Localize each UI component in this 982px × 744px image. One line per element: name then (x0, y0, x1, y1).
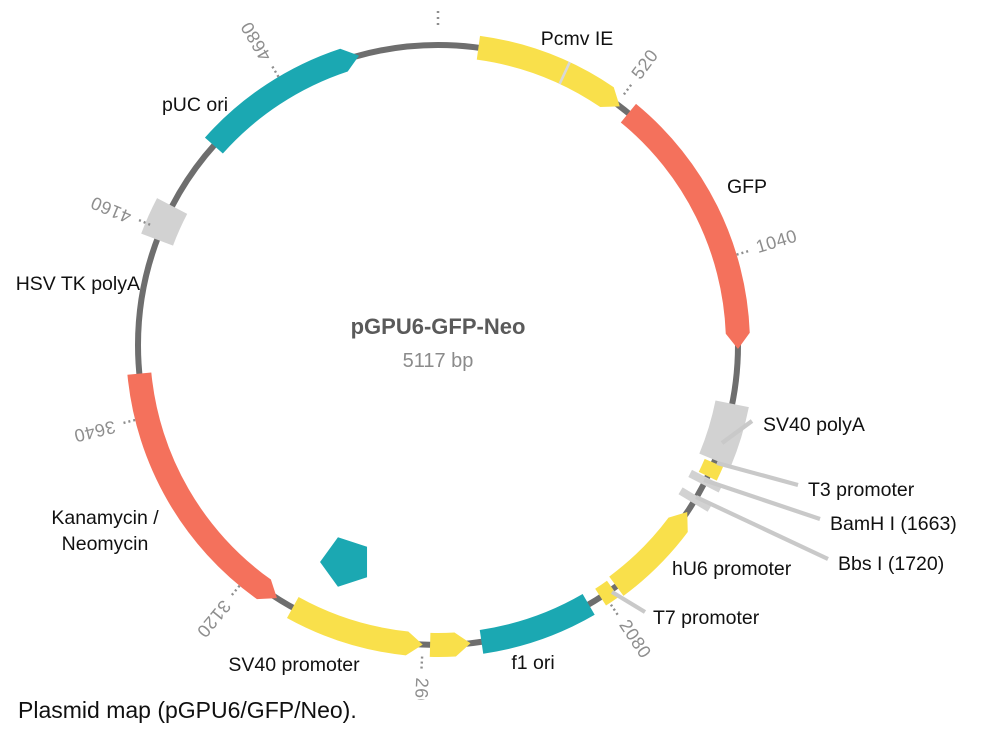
feature-t7-promoter[interactable] (595, 580, 619, 606)
feature-hu6-promoter[interactable] (609, 511, 688, 596)
tick-label: 4680 (237, 18, 276, 64)
feature-label-kanamycin-neomycin: Kanamycin / Neomycin (51, 507, 159, 555)
feature-shapes (127, 35, 750, 657)
tick-4160: 4160 (88, 192, 151, 227)
leader-line (695, 495, 829, 561)
feature-label-puc-ori: pUC ori (162, 94, 228, 116)
feature-label-hsv-tk-polya: HSV TK polyA (16, 273, 140, 295)
feature-sv40-polya[interactable] (699, 400, 749, 467)
feature-label-bbs-i-1720: Bbs I (1720) (838, 553, 944, 575)
feature-puc-ori[interactable] (204, 48, 360, 154)
leader-line (703, 478, 821, 521)
tick-label: 3640 (72, 417, 118, 447)
leader-line (720, 419, 754, 445)
feature-kanamycin-neomycin[interactable] (127, 372, 277, 600)
feature-label-t3-promoter: T3 promoter (808, 479, 915, 501)
tick-3640: 3640 (72, 417, 136, 447)
feature-label-sv40-promoter: SV40 promoter (228, 654, 360, 676)
page-title: pGPU6-GFP-Neo (351, 314, 526, 339)
tick-label: 1040 (753, 226, 799, 257)
feature-f1-ori[interactable] (479, 594, 595, 654)
feature-label-pcmv-ie: Pcmv IE (541, 28, 614, 50)
feature-label-hu6-promoter: hU6 promoter (672, 558, 792, 580)
feature-label-gfp: GFP (727, 176, 767, 198)
tick-label: 3120 (193, 596, 235, 641)
tick-label: 520 (627, 46, 662, 83)
feature-sv40-promoter[interactable] (286, 597, 423, 656)
tick-label: 4160 (88, 192, 135, 227)
feature-label-sv40-polya: SV40 polyA (763, 414, 865, 436)
tick-label: 2080 (615, 616, 655, 662)
plasmid-size: 5117 bp (403, 350, 474, 372)
leader-line (716, 460, 799, 488)
feature-label-f1-ori: f1 ori (511, 652, 554, 674)
feature-bbs-i-1720[interactable] (678, 487, 712, 512)
feature-label-t7-promoter: T7 promoter (653, 607, 760, 629)
leader-line (610, 590, 647, 614)
tick-2600: 2600 (410, 656, 432, 700)
feature-sv40-promoter-small-arrow[interactable] (429, 632, 471, 657)
feature-gfp[interactable] (620, 103, 750, 349)
leader-lines (610, 419, 829, 614)
tick-label: 2600 (410, 677, 432, 700)
tick-2080: 2080 (609, 604, 655, 662)
feature-pcmv-ie[interactable] (476, 35, 620, 108)
tick-3120: 3120 (193, 584, 241, 642)
tick-1040: 1040 (736, 226, 800, 257)
teal-pentagon-icon (320, 537, 368, 587)
feature-hsv-tk-polya[interactable] (141, 198, 188, 246)
plasmid-diagram: 520 1040 2080 2600 3120 3640 4160 4680 Pcmv IE G… (16, 7, 957, 700)
figure-caption: Plasmid map (pGPU6/GFP/Neo). (18, 697, 357, 723)
tick-4680: 4680 (237, 18, 280, 78)
feature-labels: Pcmv IE GFP SV40 polyA T3 promoter BamH I (1… (16, 28, 957, 676)
tick-520: 520 (622, 46, 662, 96)
feature-label-bamh-i-1663: BamH I (1663) (830, 513, 957, 535)
